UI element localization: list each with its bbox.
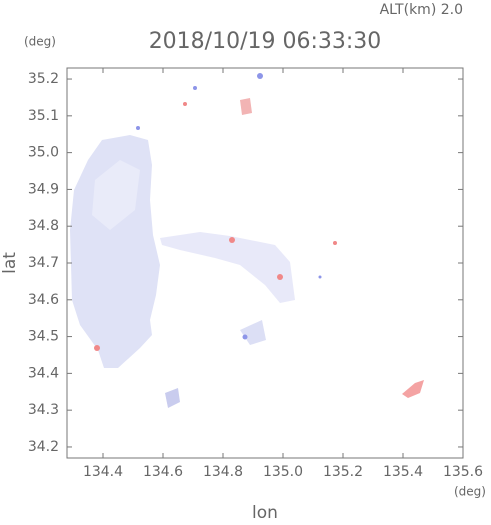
x-axis-label: lon	[252, 503, 278, 521]
x-tick-label: 135.0	[263, 464, 303, 480]
x-tick-label: 135.4	[383, 464, 423, 480]
y-axis-label: lat	[0, 252, 20, 274]
echo-area	[402, 380, 424, 398]
x-tick-label: 134.8	[203, 464, 243, 480]
y-tick-label: 34.5	[28, 329, 59, 345]
echo-cell	[333, 241, 337, 245]
echo-cell	[183, 102, 187, 106]
y-tick-label: 34.9	[28, 181, 59, 197]
y-tick-label: 34.6	[28, 292, 59, 308]
y-tick-label: 34.2	[28, 439, 59, 455]
echo-cell	[229, 237, 235, 243]
x-unit: (deg)	[454, 485, 486, 499]
echo-area	[160, 232, 295, 303]
x-tick-label: 135.6	[443, 464, 483, 480]
altitude-label: ALT(km) 2.0	[380, 2, 463, 18]
echo-area	[165, 388, 180, 408]
x-tick-label: 134.4	[83, 464, 123, 480]
echo-area	[92, 160, 140, 230]
echo-cell	[318, 275, 322, 279]
x-tick-label: 134.6	[143, 464, 183, 480]
y-tick-label: 34.7	[28, 255, 59, 271]
y-tick-label: 35.1	[28, 108, 59, 124]
y-tick-label: 34.8	[28, 218, 59, 234]
y-unit: (deg)	[24, 35, 56, 49]
y-tick-label: 34.4	[28, 365, 59, 381]
echo-cell	[136, 126, 140, 130]
echo-cell	[193, 86, 197, 90]
echo-cell	[257, 73, 263, 79]
y-tick-label: 35.0	[28, 145, 59, 161]
echo-area	[240, 98, 252, 115]
echo-area	[240, 320, 266, 345]
y-tick-label: 34.3	[28, 402, 59, 418]
echo-cell	[277, 274, 283, 280]
chart-title: 2018/10/19 06:33:30	[149, 29, 382, 54]
y-tick-label: 35.2	[28, 71, 59, 87]
echo-field	[70, 73, 424, 408]
echo-area	[70, 135, 160, 368]
x-tick-label: 135.2	[323, 464, 363, 480]
echo-cell	[242, 334, 248, 340]
echo-cell	[94, 345, 100, 351]
